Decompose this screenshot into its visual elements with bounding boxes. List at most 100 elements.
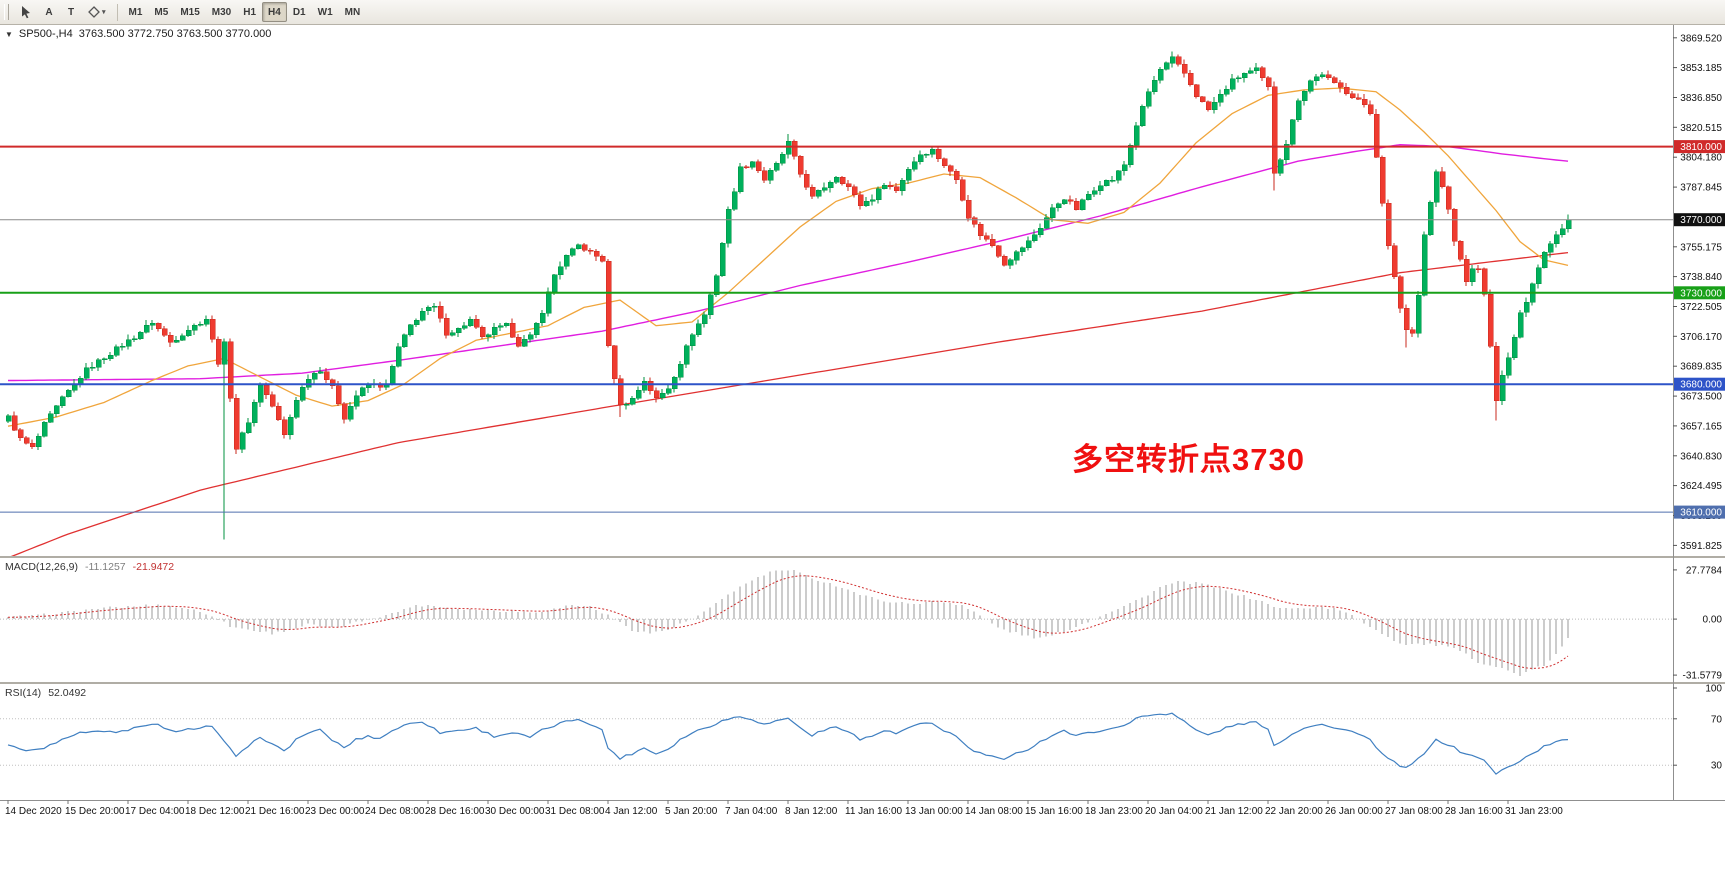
candle-body <box>1073 201 1080 210</box>
candle-body <box>1271 86 1278 174</box>
candle-body <box>737 166 744 192</box>
candle-body <box>1307 80 1314 92</box>
candle-body <box>1109 179 1116 182</box>
candle-body <box>617 378 624 406</box>
candle-body <box>1055 203 1062 208</box>
timeframe-button-m1[interactable]: M1 <box>123 2 149 22</box>
candle-body <box>1157 69 1164 81</box>
main-price-panel[interactable] <box>0 51 1673 558</box>
timeframe-button-m15[interactable]: M15 <box>174 2 205 22</box>
candle-body <box>1097 185 1104 192</box>
candle-body <box>407 324 414 335</box>
candle-body <box>1355 97 1362 100</box>
timeframe-button-m30[interactable]: M30 <box>206 2 237 22</box>
candle-body <box>1445 186 1452 210</box>
timeframe-button-d1[interactable]: D1 <box>287 2 312 22</box>
price-axis[interactable]: 3869.520 3853.185 3836.850 3820.515 3804.180… <box>1673 33 1725 772</box>
price-axis-label: 3787.845 <box>1680 183 1722 194</box>
timeframe-button-m5[interactable]: M5 <box>148 2 174 22</box>
price-axis-label: 3722.505 <box>1680 302 1722 313</box>
candle-body <box>473 319 480 328</box>
ma-red-line <box>10 251 1569 556</box>
candle-body <box>41 421 48 437</box>
candle-body <box>1205 101 1212 111</box>
macd-panel[interactable] <box>0 570 1673 676</box>
candle-body <box>161 328 168 336</box>
candle-body <box>83 367 90 379</box>
time-axis-label: 14 Jan 08:00 <box>965 806 1023 817</box>
price-axis-label: 3640.830 <box>1680 451 1722 462</box>
candle-body <box>65 390 72 397</box>
toolbar-drag-handle[interactable] <box>4 4 9 20</box>
candle-body <box>1103 180 1110 186</box>
candle-body <box>1313 76 1320 82</box>
time-axis[interactable]: 14 Dec 2020 15 Dec 20:00 17 Dec 04:00 18 De… <box>5 800 1563 817</box>
chart-canvas[interactable]: 3869.520 3853.185 3836.850 3820.515 3804.180… <box>0 25 1725 895</box>
timeframe-button-h1[interactable]: H1 <box>237 2 262 22</box>
candle-body <box>539 313 546 324</box>
time-axis-label: 31 Jan 23:00 <box>1505 806 1563 817</box>
candle-body <box>863 200 870 207</box>
price-axis-label: 3624.495 <box>1680 481 1722 492</box>
candle-body <box>1349 93 1356 98</box>
candle-body <box>1319 74 1326 78</box>
panel-separator-macd[interactable] <box>0 556 1725 558</box>
dropdown-caret-icon: ▾ <box>102 9 106 16</box>
candle-body <box>131 338 138 340</box>
timeframe-button-w1[interactable]: W1 <box>312 2 339 22</box>
timeframe-button-h4[interactable]: H4 <box>262 2 287 22</box>
candle-body <box>797 155 804 175</box>
candle-body <box>1553 234 1560 244</box>
price-tag-label: 3680.000 <box>1680 380 1722 391</box>
price-axis-label: 3755.175 <box>1680 242 1722 253</box>
candle-body <box>425 307 432 312</box>
candle-body <box>437 306 444 319</box>
price-tag-3730.000 <box>1674 286 1725 300</box>
rsi-axis-label: 30 <box>1711 761 1723 772</box>
price-tag-3680.000 <box>1674 377 1725 391</box>
candle-body <box>443 318 450 336</box>
candle-body <box>1037 227 1044 235</box>
candle-body <box>203 318 210 325</box>
rsi-panel[interactable] <box>0 712 1673 775</box>
candle-body <box>719 242 726 276</box>
shapes-tool-button[interactable]: ▾ <box>82 2 112 22</box>
annotate-a-tool-button[interactable]: A <box>38 2 60 22</box>
macd-axis-label: -31.5779 <box>1683 671 1723 682</box>
candle-body <box>1565 219 1572 229</box>
candle-body <box>1049 207 1056 219</box>
candle-body <box>1235 77 1242 80</box>
macd-axis-label: 0.00 <box>1703 615 1723 626</box>
candle-body <box>755 161 762 172</box>
candle-body <box>1199 96 1206 102</box>
price-axis-label: 3853.185 <box>1680 63 1722 74</box>
candle-body <box>77 378 84 384</box>
candle-body <box>647 381 654 391</box>
candle-body <box>1475 268 1482 270</box>
candle-body <box>257 384 264 403</box>
toolbar-tools: A T ▾ <box>14 2 112 22</box>
candle-body <box>1247 70 1254 74</box>
candle-body <box>947 165 954 172</box>
candle-body <box>533 322 540 335</box>
candle-body <box>821 187 828 191</box>
candle-body <box>323 371 330 380</box>
candle-body <box>419 310 426 321</box>
candle-body <box>1469 268 1476 282</box>
panel-separator-rsi[interactable] <box>0 682 1725 684</box>
text-tool-button[interactable]: T <box>60 2 82 22</box>
candle-body <box>977 223 984 236</box>
candle-body <box>1289 119 1296 145</box>
candle-body <box>107 354 114 360</box>
timeframe-button-mn[interactable]: MN <box>339 2 367 22</box>
price-axis-label: 3657.165 <box>1680 421 1722 432</box>
cursor-tool-button[interactable] <box>14 2 38 22</box>
price-axis-label: 3869.520 <box>1680 33 1722 44</box>
candle-body <box>209 318 216 340</box>
price-tag-label: 3730.000 <box>1680 288 1722 299</box>
candle-body <box>389 365 396 385</box>
candle-body <box>29 442 36 448</box>
candle-body <box>1493 345 1500 402</box>
candle-body <box>1169 56 1176 64</box>
price-axis-label: 3820.515 <box>1680 123 1722 134</box>
